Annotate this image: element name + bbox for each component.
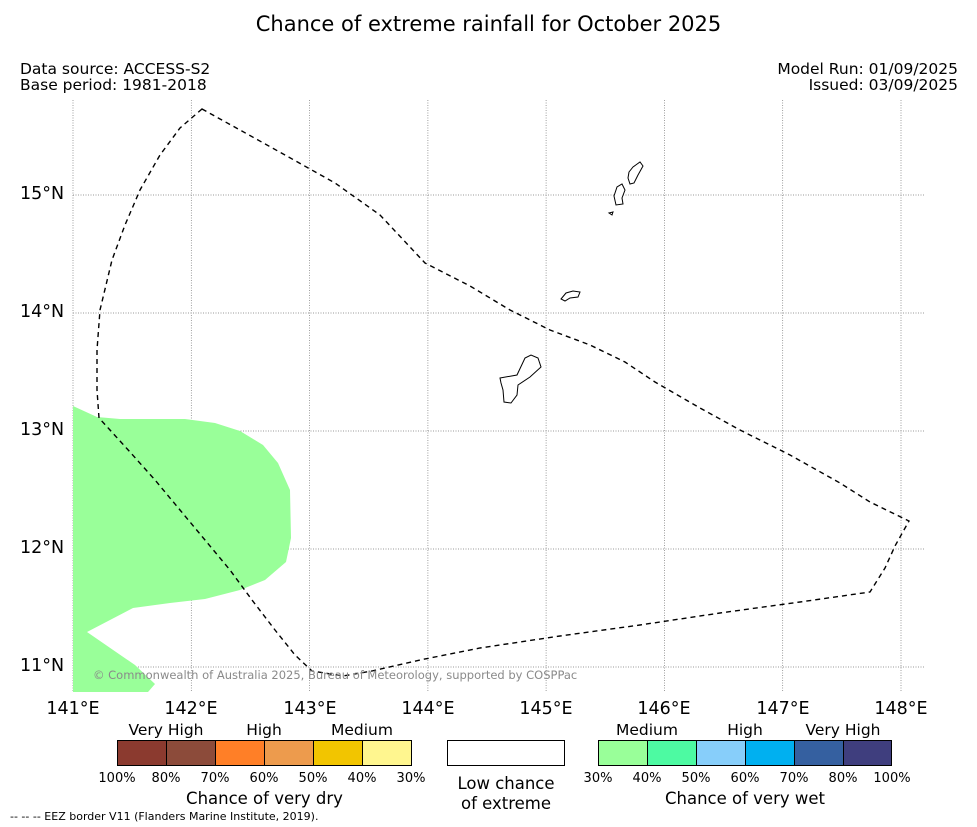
- wet-swatch: [647, 740, 697, 766]
- dry-legend-title: Chance of very dry: [186, 789, 343, 808]
- saipan-island: [627, 161, 644, 185]
- x-tick-label: 145°E: [519, 699, 573, 719]
- low-chance-swatch: [447, 740, 565, 766]
- eez-footer-note: -- -- -- EEZ border V11 (Flanders Marine…: [10, 810, 319, 823]
- wet-percent-label: 80%: [828, 771, 858, 786]
- base-period-text: Base period: 1981-2018: [20, 76, 207, 94]
- gridlines: [72, 100, 924, 692]
- rota-island: [560, 290, 581, 302]
- guam-island: [499, 354, 542, 404]
- map-title: Chance of extreme rainfall for October 2…: [255, 12, 722, 36]
- dry-percent-label: 100%: [98, 771, 136, 786]
- low-chance-line2: of extreme: [460, 794, 552, 813]
- wet-percent-label: 100%: [873, 771, 911, 786]
- wet-percent-label: 40%: [632, 771, 662, 786]
- wet-swatch: [598, 740, 648, 766]
- wet-region-medium: [73, 406, 291, 692]
- x-tick-label: 144°E: [401, 699, 455, 719]
- dry-category-label: Medium: [331, 721, 393, 739]
- eez-border: [96, 108, 910, 677]
- low-chance-label: Low chance of extreme: [447, 774, 565, 814]
- copyright-notice: © Commonwealth of Australia 2025, Bureau…: [93, 668, 578, 682]
- wet-percent-label: 30%: [583, 771, 613, 786]
- x-tick-label: 147°E: [756, 699, 810, 719]
- dry-percent-label: 70%: [200, 771, 230, 786]
- wet-swatch: [843, 740, 892, 766]
- dry-percent-label: 50%: [298, 771, 328, 786]
- wet-legend-title: Chance of very wet: [665, 789, 825, 808]
- wet-swatch: [794, 740, 844, 766]
- aguijan-island: [607, 211, 614, 216]
- x-tick-label: 148°E: [874, 699, 928, 719]
- wet-percent-label: 60%: [730, 771, 760, 786]
- dry-percent-label: 30%: [396, 771, 426, 786]
- dry-percent-label: 60%: [249, 771, 279, 786]
- dry-swatch: [313, 740, 363, 766]
- wet-percent-label: 50%: [681, 771, 711, 786]
- wet-swatch: [745, 740, 795, 766]
- x-tick-label: 143°E: [283, 699, 337, 719]
- x-tick-label: 141°E: [46, 699, 100, 719]
- x-tick-label: 142°E: [164, 699, 218, 719]
- dry-swatch: [264, 740, 314, 766]
- low-chance-line1: Low chance: [457, 774, 555, 793]
- dry-swatch: [166, 740, 216, 766]
- wet-swatch: [696, 740, 746, 766]
- tinian-island: [613, 183, 626, 206]
- wet-category-label: Very High: [805, 721, 881, 739]
- data-source-text: Data source: ACCESS-S2: [20, 60, 211, 78]
- dry-percent-label: 40%: [347, 771, 377, 786]
- wet-category-label: Medium: [616, 721, 678, 739]
- dry-percent-label: 80%: [151, 771, 181, 786]
- y-tick-label: 11°N: [20, 656, 65, 676]
- wet-percent-label: 70%: [779, 771, 809, 786]
- wet-category-label: High: [727, 721, 763, 739]
- meta-right: Model Run: 01/09/2025 Issued: 03/09/2025: [777, 61, 958, 93]
- y-tick-label: 12°N: [20, 538, 65, 558]
- dry-category-label: High: [246, 721, 282, 739]
- islands: [499, 161, 644, 404]
- model-run-text: Model Run: 01/09/2025: [777, 60, 958, 78]
- dry-swatch: [215, 740, 265, 766]
- dry-category-label: Very High: [128, 721, 204, 739]
- meta-left: Data source: ACCESS-S2 Base period: 1981…: [20, 61, 210, 93]
- dry-swatch: [362, 740, 412, 766]
- y-tick-label: 13°N: [20, 420, 65, 440]
- y-tick-label: 15°N: [20, 184, 65, 204]
- dry-swatch: [117, 740, 167, 766]
- y-tick-label: 14°N: [20, 302, 65, 322]
- issued-text: Issued: 03/09/2025: [808, 76, 958, 94]
- x-tick-label: 146°E: [637, 699, 691, 719]
